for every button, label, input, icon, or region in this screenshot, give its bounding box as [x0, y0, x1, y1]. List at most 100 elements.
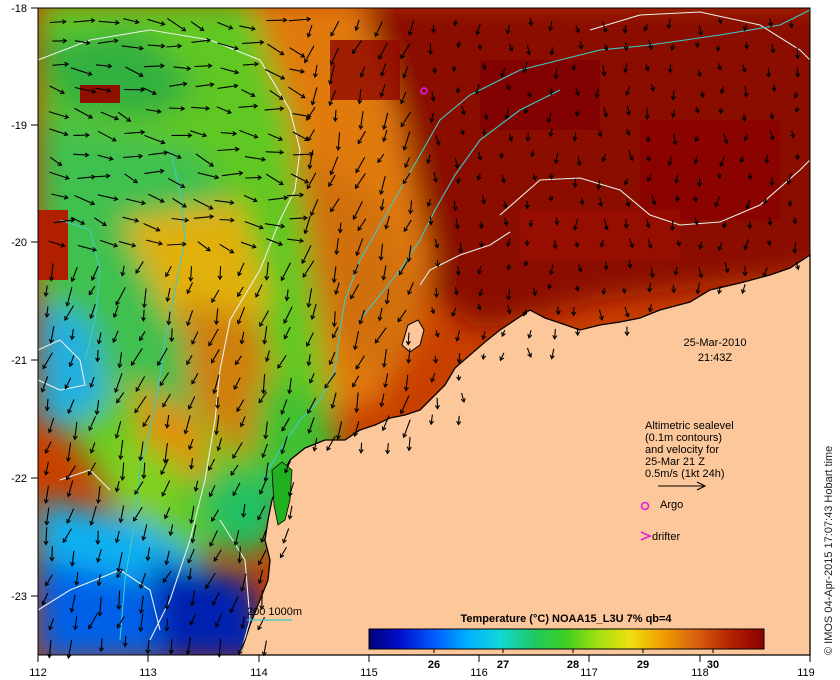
velocity-arrowhead — [279, 553, 285, 559]
velocity-arrowhead — [259, 322, 264, 328]
velocity-arrow — [97, 154, 113, 160]
velocity-arrowhead — [116, 605, 122, 611]
velocity-arrowhead — [139, 584, 144, 590]
velocity-arrow — [277, 354, 287, 369]
velocity-arrowhead — [795, 265, 800, 271]
lat-tick-21: -21 — [11, 355, 27, 367]
velocity-arrowhead — [281, 426, 286, 432]
velocity-arrowhead — [113, 196, 119, 202]
velocity-arrowhead — [572, 136, 578, 142]
velocity-arrowhead — [407, 290, 412, 296]
velocity-arrowhead — [575, 331, 581, 337]
velocity-arrowhead — [214, 174, 220, 180]
velocity-arrowhead — [381, 275, 387, 281]
velocity-arrowhead — [207, 63, 213, 69]
velocity-arrow — [88, 613, 98, 629]
velocity-arrow — [598, 309, 603, 320]
velocity-arrow — [651, 83, 655, 91]
velocity-arrowhead — [455, 270, 461, 276]
velocity-arrowhead — [575, 91, 580, 97]
velocity-arrowhead — [335, 434, 341, 440]
velocity-arrowhead — [114, 487, 120, 493]
velocity-arrow — [479, 288, 483, 296]
velocity-arrow — [697, 69, 701, 77]
velocity-arrowhead — [407, 30, 413, 36]
velocity-arrowhead — [181, 26, 187, 32]
velocity-arrow — [694, 156, 698, 164]
velocity-arrow — [238, 638, 247, 655]
velocity-arrowhead — [226, 109, 232, 114]
velocity-arrow — [381, 63, 387, 76]
velocity-arrow — [265, 350, 271, 362]
velocity-arrow — [360, 66, 366, 77]
velocity-arrow — [91, 265, 99, 281]
velocity-arrow — [787, 173, 792, 184]
velocity-arrowhead — [66, 518, 71, 524]
velocity-arrow — [257, 505, 266, 520]
velocity-arrow — [769, 129, 774, 140]
velocity-arrow — [523, 309, 527, 316]
velocity-arrowhead — [232, 491, 237, 497]
velocity-arrow — [269, 89, 284, 100]
velocity-arrowhead — [63, 131, 69, 137]
velocity-arrow — [791, 130, 794, 138]
velocity-arrowhead — [717, 289, 723, 295]
velocity-arrowhead — [49, 276, 55, 282]
velocity-arrow — [146, 239, 163, 245]
velocity-arrowhead — [355, 364, 361, 370]
velocity-arrow — [262, 443, 268, 458]
velocity-arrowhead — [358, 319, 364, 325]
velocity-arrow — [142, 309, 145, 321]
velocity-arrowhead — [69, 335, 75, 341]
velocity-arrowhead — [478, 224, 484, 230]
velocity-arrow — [144, 65, 164, 68]
velocity-arrowhead — [261, 156, 267, 162]
velocity-arrow — [45, 527, 48, 545]
velocity-arrowhead — [260, 537, 266, 543]
velocity-arrow — [718, 285, 721, 294]
velocity-arrowhead — [358, 449, 364, 454]
velocity-arrow — [217, 21, 233, 30]
velocity-arrow — [142, 524, 148, 541]
velocity-arrowhead — [62, 538, 68, 544]
velocity-arrow — [191, 106, 210, 110]
velocity-arrow — [125, 66, 144, 77]
velocity-arrowhead — [603, 112, 609, 118]
velocity-arrowhead — [697, 182, 703, 188]
velocity-arrowhead — [234, 146, 240, 152]
velocity-arrowhead — [455, 88, 461, 94]
velocity-arrowhead — [506, 295, 512, 301]
velocity-arrowhead — [334, 289, 339, 296]
velocity-arrowhead — [649, 273, 655, 279]
velocity-arrow — [197, 241, 211, 252]
velocity-arrow — [241, 616, 245, 629]
velocity-arrowhead — [255, 292, 260, 298]
velocity-arrowhead — [743, 26, 748, 32]
velocity-arrowhead — [717, 246, 723, 251]
lat-tick-20: -20 — [11, 237, 27, 249]
velocity-arrow — [314, 64, 318, 78]
velocity-arrow — [70, 594, 76, 613]
velocity-arrowhead — [142, 422, 148, 428]
velocity-arrow — [358, 88, 362, 104]
velocity-arrowhead — [70, 217, 76, 223]
velocity-arrowhead — [623, 68, 629, 74]
velocity-arrow — [73, 153, 89, 156]
velocity-arrow — [334, 109, 337, 122]
velocity-arrow — [230, 464, 239, 476]
velocity-arrow — [215, 308, 219, 325]
velocity-arrowhead — [166, 320, 172, 326]
velocity-arrowhead — [156, 108, 162, 114]
velocity-arrowhead — [263, 477, 269, 483]
velocity-arrow — [266, 238, 283, 246]
velocity-arrowhead — [500, 72, 506, 78]
velocity-arrowhead — [115, 20, 120, 26]
velocity-arrow — [302, 260, 315, 278]
velocity-arrow — [194, 65, 212, 68]
velocity-arrowhead — [177, 43, 183, 49]
velocity-arrowhead — [354, 184, 360, 190]
velocity-arrowhead — [527, 352, 533, 358]
lon-tick-117: 117 — [580, 667, 598, 679]
velocity-arrowhead — [284, 468, 289, 474]
velocity-arrowhead — [699, 93, 705, 99]
